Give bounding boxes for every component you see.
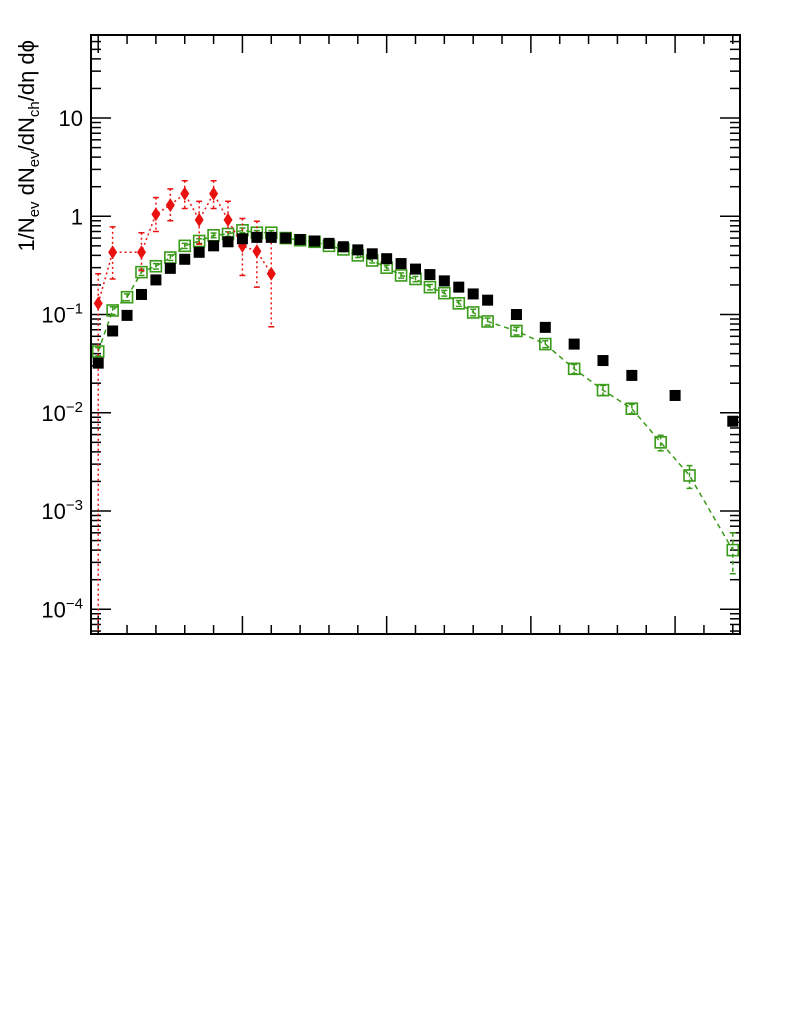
green-open-squares-point [510, 324, 523, 338]
black-squares-point [539, 321, 551, 333]
black-squares-point [626, 369, 638, 381]
black-squares-point [467, 288, 479, 300]
black-squares-point [309, 235, 321, 247]
red-diamonds-point [223, 212, 233, 227]
black-squares-point [453, 281, 465, 293]
red-diamonds-point [194, 212, 204, 227]
green-open-squares-point [135, 265, 148, 279]
ytick-1e-4-exp: −4 [66, 595, 83, 612]
red-diamonds-point [93, 296, 103, 311]
black-squares-point [107, 325, 119, 337]
ytick-1e-1-base: 10 [41, 303, 65, 328]
ytick-1e-3-base: 10 [41, 499, 65, 524]
black-squares-point [179, 253, 191, 265]
black-squares-point [135, 288, 147, 300]
ytick-1e-4-base: 10 [41, 597, 65, 622]
y-axis-label-part: /dN [14, 117, 39, 151]
green-open-squares-point [423, 280, 437, 294]
ytick-1e-2-base: 10 [41, 401, 65, 426]
series-black-squares [92, 231, 739, 427]
green-open-squares-point [106, 304, 119, 317]
green-open-squares-point [409, 272, 422, 286]
green-open-squares-point [654, 436, 667, 449]
red-diamonds-point [151, 207, 161, 222]
y-axis-label: 1/Nev dNev/dNch/dη dϕ [14, 40, 43, 252]
black-squares-point [251, 231, 263, 243]
black-squares-point [424, 269, 436, 281]
black-squares-point [208, 240, 220, 252]
red-diamonds-point [165, 198, 175, 213]
red-diamonds-point [108, 245, 118, 260]
black-squares-point [568, 338, 580, 350]
green-open-squares-point [192, 234, 206, 248]
black-squares-point [510, 309, 522, 321]
green-open-squares-point [466, 306, 480, 319]
ytick-1e-3-exp: −3 [66, 497, 83, 514]
green-open-squares-point [683, 469, 696, 482]
ytick-1e-3: 10−3 [41, 497, 83, 524]
black-squares-point [280, 232, 292, 244]
green-open-squares-point [481, 315, 494, 328]
green-open-squares-point [438, 286, 451, 300]
black-squares-point [265, 231, 277, 243]
ytick-1e-2-exp: −2 [66, 399, 83, 416]
y-axis-label-part: 1/N [14, 217, 39, 251]
green-open-squares-point [394, 269, 408, 282]
green-open-squares-point [596, 383, 610, 397]
black-squares-point [669, 389, 681, 401]
black-squares-point [294, 234, 306, 246]
black-squares-point [337, 241, 349, 253]
green-open-squares-point [625, 402, 639, 416]
black-squares-point [597, 355, 609, 367]
green-open-squares-point [207, 229, 220, 242]
plot-frame [90, 34, 741, 635]
black-squares-point [164, 262, 176, 274]
red-diamonds-point [266, 266, 276, 281]
green-open-squares-point [149, 259, 163, 273]
black-squares-point [236, 233, 248, 245]
green-open-squares-point [164, 251, 177, 264]
green-open-squares-point [91, 345, 105, 358]
green-open-squares-point [726, 543, 740, 557]
black-squares-point [381, 253, 393, 265]
y-axis-label-part: dN [14, 167, 39, 201]
red-diamonds-point [180, 186, 190, 201]
black-squares-point [323, 237, 335, 249]
black-squares-point [395, 258, 407, 270]
y-axis-label-part: ev [26, 201, 43, 217]
red-diamonds-point [252, 244, 262, 259]
green-open-squares-point [538, 337, 552, 351]
black-squares-point [366, 248, 378, 260]
green-open-squares-point [452, 297, 466, 310]
black-squares-point [222, 236, 234, 248]
black-squares-point [193, 246, 205, 258]
green-open-squares-point [120, 290, 134, 304]
green-open-squares-point [178, 239, 192, 253]
y-axis-label-part: ev [26, 151, 43, 167]
ytick-1e-1-exp: −1 [66, 301, 83, 318]
black-squares-point [150, 274, 162, 286]
black-squares-point [727, 415, 739, 427]
red-diamonds-point [209, 186, 219, 201]
ytick-1e-2: 10−2 [41, 399, 83, 426]
y-axis-label-part: ch [26, 101, 43, 117]
black-squares-point [121, 309, 133, 321]
y-axis-label-part: /dη dϕ [14, 40, 39, 101]
black-squares-point [410, 263, 421, 275]
red-diamonds-point [136, 245, 146, 260]
ytick-10: 10 [59, 106, 83, 131]
black-squares-point [438, 275, 450, 287]
black-squares-point [482, 294, 494, 306]
ytick-1: 1 [71, 204, 83, 229]
black-squares-point [92, 357, 104, 369]
ytick-1e-4: 10−4 [41, 595, 83, 622]
black-squares-point [352, 244, 364, 256]
ytick-1e-1: 10−1 [41, 301, 83, 328]
green-open-squares-point [567, 362, 581, 376]
axis-ticks [91, 34, 740, 634]
